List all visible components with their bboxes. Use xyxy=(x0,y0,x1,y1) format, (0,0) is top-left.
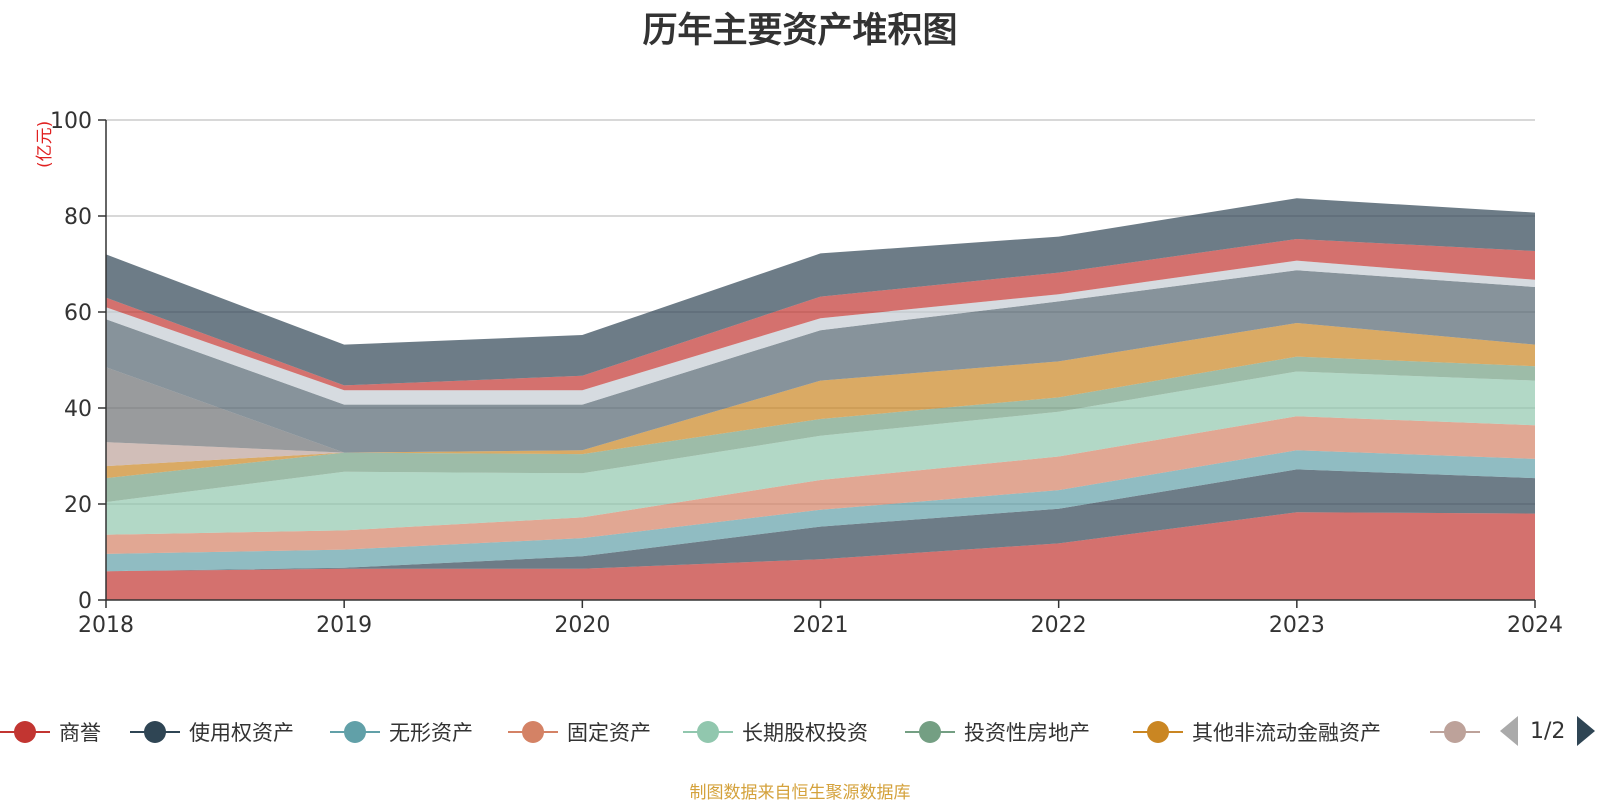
legend-label: 使用权资产 xyxy=(189,721,294,745)
area-series-8 xyxy=(106,323,1535,453)
legend-item[interactable]: 无形资产 xyxy=(330,712,473,752)
y-tick-label-80: 80 xyxy=(64,205,92,230)
legend-marker-icon xyxy=(130,717,180,747)
x-tick-label-2019: 2019 xyxy=(316,613,372,638)
legend-marker-icon xyxy=(330,717,380,747)
legend-marker-icon xyxy=(905,717,955,747)
stacked-area-chart: 0 20 40 60 80 100 2018 2019 2020 2021 2022 2023 2024 xyxy=(50,109,1563,638)
y-tick-label-60: 60 xyxy=(64,301,92,326)
axes: 0 20 40 60 80 100 2018 2019 2020 2021 2022 2023 2024 xyxy=(50,109,1563,638)
legend-page-indicator: 1/2 xyxy=(1530,718,1566,744)
legend-marker-icon xyxy=(1133,717,1183,747)
x-tick-label-2018: 2018 xyxy=(78,613,134,638)
area-series-11 xyxy=(106,239,1535,391)
area-series-3 xyxy=(106,416,1535,554)
legend-item[interactable]: 使用权资产 xyxy=(130,712,294,752)
x-tick-label-2020: 2020 xyxy=(554,613,610,638)
legend: 商誉 使用权资产 无形资产 固定资产 长期股权投资 投资性房地产 其他非流动金融资产 xyxy=(0,712,1600,752)
y-tick-label-0: 0 xyxy=(78,589,92,614)
area-series-5 xyxy=(106,356,1535,503)
area-series-6 xyxy=(106,323,1535,479)
area-series xyxy=(106,198,1535,600)
data-source-note: 制图数据来自恒生聚源数据库 xyxy=(689,783,911,803)
legend-next-page-icon[interactable] xyxy=(1577,716,1596,746)
legend-item[interactable]: 商誉 xyxy=(0,712,101,752)
legend-item[interactable]: 其他非流动金融资产 xyxy=(1133,712,1381,752)
x-tick-label-2023: 2023 xyxy=(1269,613,1325,638)
area-series-10 xyxy=(106,260,1535,405)
legend-label: 长期股权投资 xyxy=(742,721,868,745)
chart-title: 历年主要资产堆积图 xyxy=(642,11,958,51)
x-tick-label-2021: 2021 xyxy=(793,613,849,638)
area-series-9 xyxy=(106,270,1535,453)
legend-item[interactable] xyxy=(1430,712,1480,752)
x-tick-label-2024: 2024 xyxy=(1507,613,1563,638)
area-series-2 xyxy=(106,450,1535,572)
legend-marker-icon xyxy=(683,717,733,747)
legend-item[interactable]: 固定资产 xyxy=(508,712,651,752)
area-series-4 xyxy=(106,371,1535,535)
legend-item[interactable]: 投资性房地产 xyxy=(905,712,1090,752)
x-tick-label-2022: 2022 xyxy=(1031,613,1087,638)
legend-marker-icon xyxy=(1430,717,1480,747)
area-series-1 xyxy=(106,469,1535,572)
legend-label: 其他非流动金融资产 xyxy=(1192,721,1381,745)
legend-label: 固定资产 xyxy=(567,721,651,745)
legend-pager: 1/2 xyxy=(1500,716,1596,746)
y-tick-label-20: 20 xyxy=(64,493,92,518)
legend-item[interactable]: 长期股权投资 xyxy=(683,712,868,752)
legend-marker-icon xyxy=(0,717,50,747)
legend-prev-page-icon[interactable] xyxy=(1500,716,1518,746)
legend-label: 无形资产 xyxy=(389,721,473,745)
legend-marker-icon xyxy=(508,717,558,747)
area-series-7 xyxy=(106,323,1535,467)
area-series-12 xyxy=(106,198,1535,386)
legend-label: 投资性房地产 xyxy=(964,721,1090,745)
area-series-0 xyxy=(106,512,1535,600)
y-tick-label-100: 100 xyxy=(50,109,92,134)
legend-label: 商誉 xyxy=(59,721,101,745)
y-tick-label-40: 40 xyxy=(64,397,92,422)
